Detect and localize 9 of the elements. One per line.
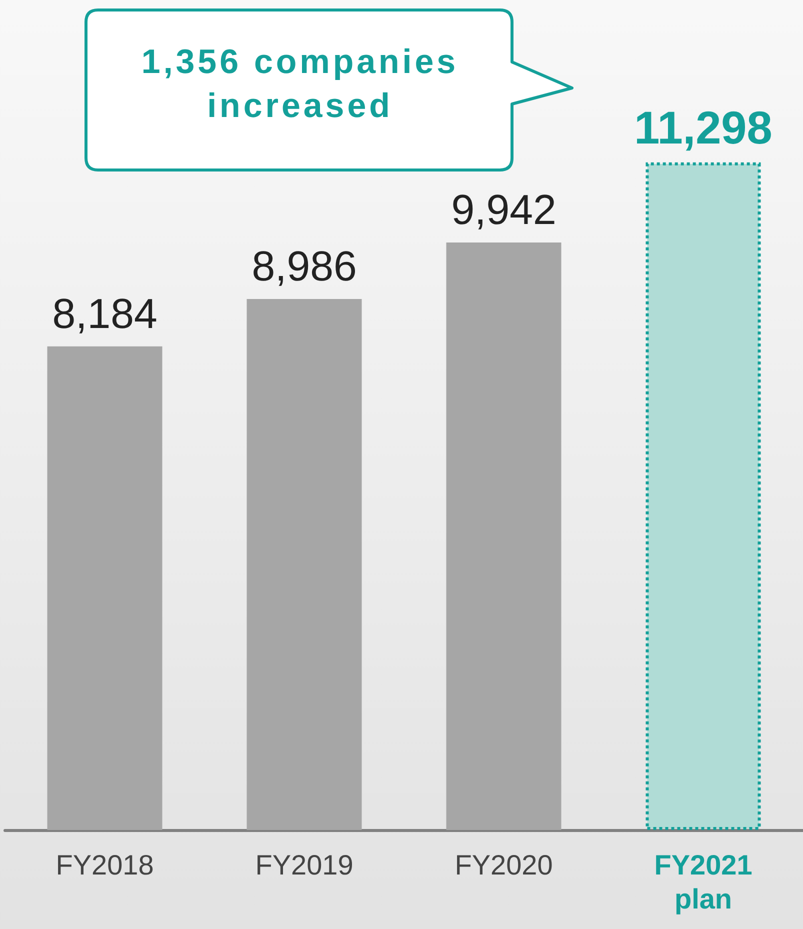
x-tick-label: FY2018 bbox=[56, 850, 154, 880]
data-label: 8,986 bbox=[252, 242, 357, 290]
x-tick-label: FY2020 bbox=[454, 850, 553, 880]
data-label: 11,298 bbox=[634, 101, 772, 154]
data-label: 9,942 bbox=[451, 186, 556, 234]
data-label: 8,184 bbox=[52, 290, 158, 337]
x-tick-label: FY2019 bbox=[255, 850, 354, 880]
x-tick-label: FY2021 plan bbox=[654, 850, 752, 914]
text: 1,356 companies increased bbox=[140, 42, 460, 127]
